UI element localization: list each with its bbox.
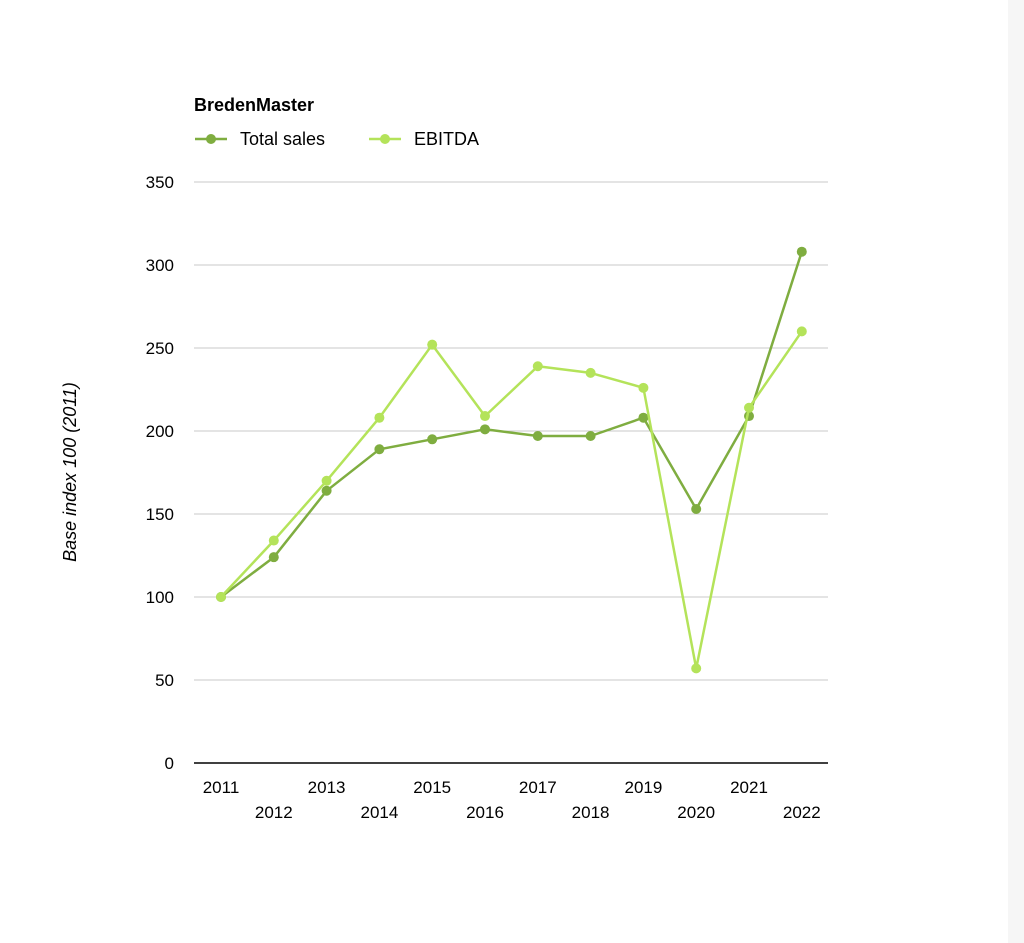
y-tick-label: 300 [146,256,174,275]
x-tick-label: 2019 [624,778,662,797]
legend-label-total-sales: Total sales [240,129,325,149]
data-point-total-sales [480,424,490,435]
x-tick-label: 2012 [255,803,293,822]
data-point-ebitda [268,535,279,546]
y-axis-ticks: 0 50 100 150 200 250 300 350 [146,173,174,773]
window-edge [1008,0,1024,943]
x-tick-label: 2020 [677,803,715,822]
legend-item-total-sales: Total sales [195,129,325,149]
data-point-ebitda [796,326,807,337]
x-tick-label: 2011 [203,778,240,797]
y-tick-label: 0 [165,754,174,773]
x-axis-ticks: 2011 2012 2013 2014 2015 2016 2017 2018 2019 2020… [203,778,821,822]
data-point-total-sales [796,246,807,257]
data-point-total-sales [321,485,332,496]
data-point-ebitda [638,382,649,393]
data-point-total-sales [374,444,385,455]
data-point-ebitda [321,475,332,486]
data-point-total-sales [268,552,279,563]
series-group [216,246,807,674]
data-point-ebitda [374,412,385,423]
y-tick-label: 150 [146,505,174,524]
x-tick-label: 2013 [308,778,346,797]
data-point-ebitda [691,663,702,674]
data-point-ebitda [585,367,596,378]
x-tick-label: 2015 [413,778,451,797]
x-tick-label: 2018 [572,803,610,822]
legend: Total sales EBITDA [195,129,479,149]
y-tick-label: 250 [146,339,174,358]
data-point-ebitda [216,592,226,602]
legend-item-ebitda: EBITDA [369,129,479,149]
x-tick-label: 2022 [783,803,821,822]
x-tick-label: 2016 [466,803,504,822]
chart-title: BredenMaster [194,95,314,115]
data-point-ebitda [744,402,754,413]
x-tick-label: 2014 [360,803,398,822]
y-tick-label: 350 [146,173,174,192]
gridlines [194,181,828,764]
data-point-ebitda [427,339,438,350]
series-line-ebitda [220,330,803,670]
y-tick-label: 200 [146,422,174,441]
data-point-total-sales [691,504,702,515]
y-axis-title: Base index 100 (2011) [60,382,80,562]
data-point-total-sales [585,430,596,441]
y-tick-label: 50 [155,671,174,690]
legend-label-ebitda: EBITDA [414,129,479,149]
data-point-total-sales [638,412,649,423]
series-line-total-sales [220,251,803,598]
y-tick-label: 100 [146,588,174,607]
data-point-ebitda [532,361,543,372]
data-point-total-sales [427,434,438,445]
x-tick-label: 2021 [730,778,768,797]
x-tick-label: 2017 [519,778,557,797]
data-point-total-sales [532,430,543,441]
data-point-ebitda [480,411,490,422]
